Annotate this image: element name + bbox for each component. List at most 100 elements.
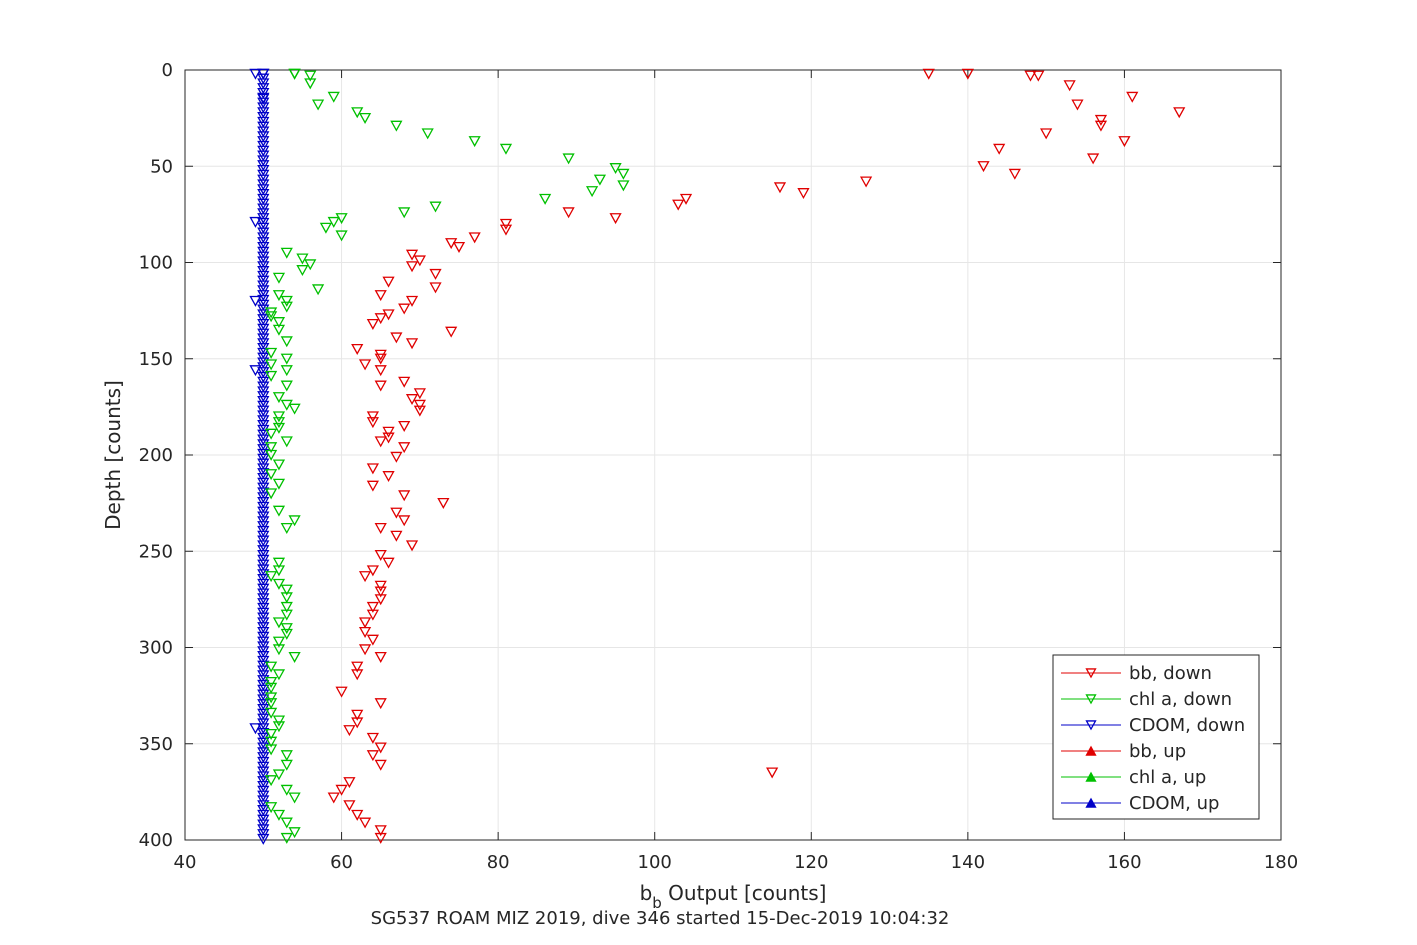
bb-down-marker <box>358 817 372 829</box>
bb-down-marker <box>429 268 442 280</box>
bb-down-marker <box>398 442 411 454</box>
chl-a-down-marker <box>265 698 278 710</box>
legend-box <box>1052 654 1260 820</box>
bb-down-marker <box>335 784 348 796</box>
x-axis-label-main: b <box>640 881 653 905</box>
bb-down-marker <box>859 176 873 188</box>
chl-a-down-marker <box>265 347 278 359</box>
bb-down-marker <box>374 436 387 448</box>
bb-down-marker <box>1118 136 1131 148</box>
bb-down-marker <box>1094 120 1108 132</box>
x-tick-label: 180 <box>1264 852 1298 873</box>
bb-down-marker <box>405 394 419 406</box>
bb-down-marker <box>382 276 395 288</box>
y-tick-label: 150 <box>139 349 173 370</box>
chl-a-down-marker <box>280 380 293 392</box>
cdom-down-marker <box>257 833 270 845</box>
chl-a-down-marker <box>272 557 286 569</box>
chl-a-down-marker <box>272 459 286 471</box>
chl-a-down-marker <box>272 636 286 648</box>
chl-a-down-marker <box>358 112 372 124</box>
bb-down-marker <box>358 617 372 629</box>
bb-down-marker <box>366 750 379 762</box>
bb-down-marker <box>405 261 419 273</box>
legend-marker <box>1085 668 1097 679</box>
chl-a-down-marker <box>539 193 552 205</box>
chl-a-down-marker <box>265 571 278 583</box>
chl-a-down-marker <box>265 707 278 719</box>
x-tick-label: 140 <box>951 852 985 873</box>
chl-a-down-marker <box>280 592 293 604</box>
bb-down-marker <box>366 480 379 492</box>
bb-down-marker <box>382 557 395 569</box>
bb-down-marker <box>609 213 622 225</box>
bb-down-marker <box>398 376 411 388</box>
x-tick-label: 120 <box>794 852 828 873</box>
y-tick-label: 100 <box>139 253 173 274</box>
chl-a-down-marker <box>280 623 293 635</box>
chl-a-down-marker <box>265 677 278 688</box>
chl-a-down-marker <box>272 317 286 329</box>
bb-down-marker <box>358 571 372 583</box>
x-tick-label: 160 <box>1107 852 1141 873</box>
x-tick-label: 60 <box>330 852 353 873</box>
chl-a-down-marker <box>499 143 513 155</box>
chl-a-down-marker <box>304 70 317 82</box>
bb-down-marker <box>672 199 685 211</box>
legend-marker <box>1085 797 1097 808</box>
bb-down-marker <box>374 580 387 592</box>
bb-down-marker <box>1032 70 1045 82</box>
chl-a-down-marker <box>288 827 301 839</box>
bb-down-marker <box>1071 99 1084 111</box>
chl-a-down-marker <box>311 99 325 111</box>
chl-a-down-marker <box>280 601 293 613</box>
chl-a-down-marker <box>280 295 293 307</box>
chl-a-down-marker <box>265 359 278 371</box>
y-tick-label: 400 <box>139 830 173 851</box>
bb-down-marker <box>797 188 810 200</box>
chl-a-down-marker <box>280 759 293 771</box>
chl-a-down-marker <box>265 692 278 704</box>
bb-down-marker <box>405 295 419 307</box>
bb-down-marker <box>351 709 364 721</box>
legend-marker <box>1085 745 1097 756</box>
chl-a-down-marker <box>280 584 293 596</box>
chl-a-down-marker <box>265 728 278 740</box>
chl-a-down-marker <box>265 469 278 481</box>
bb-down-marker <box>1173 107 1186 119</box>
cdom-down-marker <box>249 295 262 307</box>
bb-down-marker <box>374 759 387 771</box>
bb-down-marker <box>374 290 387 302</box>
bb-down-marker <box>343 800 356 812</box>
chl-a-down-marker <box>265 802 278 814</box>
bb-down-marker <box>374 365 387 377</box>
chl-a-down-marker <box>304 78 317 90</box>
chl-a-down-marker <box>280 832 293 844</box>
bb-down-marker <box>405 249 419 261</box>
bb-down-marker <box>390 530 403 542</box>
bb-down-marker <box>366 565 379 577</box>
chl-a-down-marker <box>468 136 481 148</box>
bb-down-marker <box>922 68 935 80</box>
bb-down-marker <box>351 661 364 673</box>
bb-down-marker <box>382 471 395 483</box>
bb-down-marker <box>413 405 426 417</box>
chl-a-down-marker <box>272 505 286 517</box>
chl-a-down-marker <box>272 392 286 404</box>
bb-down-marker <box>398 515 411 527</box>
chl-a-down-marker <box>265 736 278 748</box>
bb-down-marker <box>1126 91 1139 103</box>
chl-a-down-marker <box>272 324 286 336</box>
bb-down-marker <box>429 282 442 294</box>
chl-a-down-marker <box>280 436 293 448</box>
legend-marker <box>1085 720 1097 731</box>
chl-a-down-marker <box>351 107 364 119</box>
bb-down-marker <box>358 626 372 638</box>
bb-down-marker <box>374 742 387 754</box>
bb-down-marker <box>1024 70 1037 82</box>
bb-down-marker <box>343 725 356 737</box>
chl-a-down-marker <box>280 628 293 640</box>
bb-down-marker <box>343 777 356 789</box>
bb-down-marker <box>499 218 513 230</box>
chl-a-down-marker <box>272 290 286 302</box>
